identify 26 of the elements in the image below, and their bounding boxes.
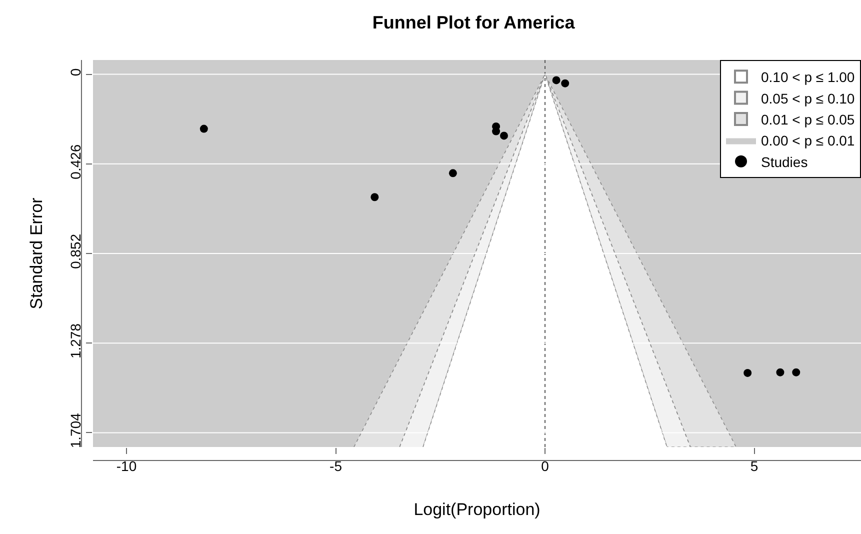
x-tick-label: 0	[541, 458, 550, 474]
point	[370, 193, 379, 202]
x-tick-label: 5	[750, 458, 758, 474]
point	[776, 368, 784, 376]
y-axis-title: Standard Error	[26, 197, 46, 310]
legend-label: 0.00 < p ≤ 0.01	[761, 132, 855, 149]
legend-label: Studies	[761, 154, 808, 170]
point	[744, 368, 752, 377]
y-tick-label: 0.426	[67, 144, 84, 180]
x-tick-label: -10	[116, 458, 137, 474]
x-tick-label: -5	[330, 458, 342, 474]
point	[200, 124, 208, 133]
point	[792, 368, 800, 376]
y-tick-label: 1.704	[67, 412, 84, 448]
y-tick-label: 1.278	[67, 323, 84, 359]
legend-label: 0.10 < p ≤ 1.00	[761, 69, 855, 86]
y-tick-label: 0	[67, 68, 84, 76]
point	[552, 76, 560, 84]
legend-label: 0.05 < p ≤ 0.10	[761, 90, 855, 106]
legend-label: 0.01 < p ≤ 0.05	[761, 111, 855, 128]
point	[448, 169, 457, 178]
chart-title: Funnel Plot for America	[372, 12, 576, 33]
x-axis-title: Logit(Proportion)	[414, 500, 540, 520]
point	[500, 132, 508, 140]
point	[561, 79, 570, 88]
y-tick-label: 0.852	[67, 234, 84, 269]
